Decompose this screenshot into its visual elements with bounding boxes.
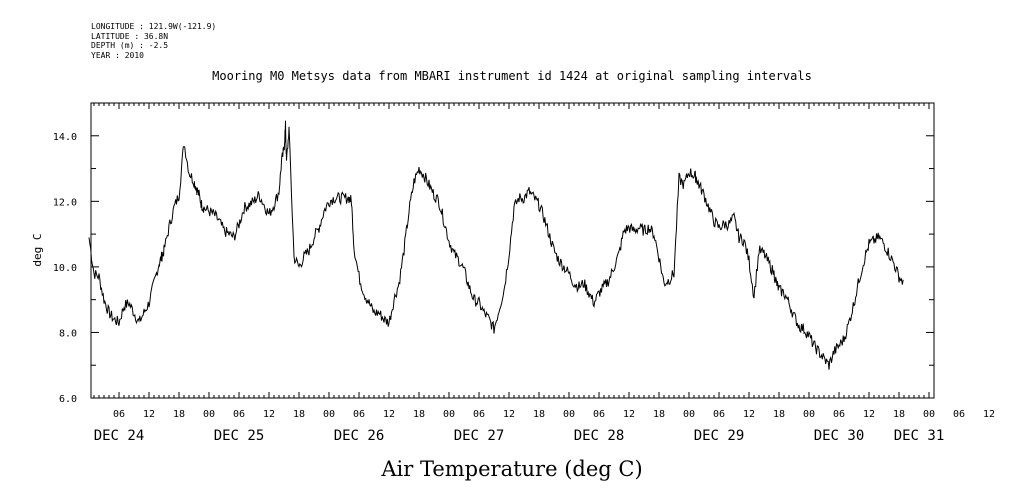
x-hour-label: 18 [533,409,545,420]
y-tick-labels: 6.0 8.0 10.0 12.0 14.0 [53,132,77,405]
x-hour-tick-labels: 06 12 18 00 06 12 18 00 06 12 18 00 06 12 18 00 06 12 18 00… [113,409,995,420]
x-axis-title: Air Temperature (deg C) [380,457,642,481]
y-tick-label: 10.0 [53,263,77,274]
x-hour-label: 12 [263,409,275,420]
x-day-label: DEC 24 [94,428,145,444]
x-hour-label: 00 [563,409,575,420]
year-label: YEAR : 2010 [91,50,144,60]
x-hour-label: 00 [323,409,335,420]
x-hour-label: 12 [143,409,155,420]
x-day-label: DEC 29 [694,428,745,444]
chart-title: Mooring M0 Metsys data from MBARI instru… [212,69,812,83]
x-day-label: DEC 26 [334,428,385,444]
x-hour-label: 18 [773,409,785,420]
x-hour-label: 18 [653,409,665,420]
x-hour-label: 18 [173,409,185,420]
x-day-label: DEC 30 [814,428,865,444]
x-hour-label: 18 [413,409,425,420]
axis-ticks [91,102,935,399]
x-hour-label: 12 [983,409,995,420]
x-day-label: DEC 31 [894,428,945,444]
plot-frame [90,102,935,399]
x-day-label: DEC 27 [454,428,505,444]
air-temperature-line [88,120,904,370]
x-hour-label: 12 [503,409,515,420]
x-hour-label: 12 [383,409,395,420]
x-hour-label: 00 [803,409,815,420]
x-hour-label: 06 [353,409,365,420]
x-day-labels: DEC 24 DEC 25 DEC 26 DEC 27 DEC 28 DEC 29 DEC … [94,428,945,444]
x-day-label: DEC 25 [214,428,265,444]
x-hour-label: 06 [473,409,485,420]
y-tick-label: 6.0 [59,394,77,405]
x-hour-label: 06 [233,409,245,420]
y-tick-label: 12.0 [53,197,77,208]
latitude-label: LATITUDE : 36.8N [91,31,169,41]
mooring-metadata: LONGITUDE : 121.9W(-121.9) LATITUDE : 36… [91,22,216,60]
x-hour-label: 12 [623,409,635,420]
depth-label: DEPTH (m) : -2.5 [91,41,169,50]
x-day-label: DEC 28 [574,428,625,444]
x-hour-label: 18 [293,409,305,420]
y-tick-label: 14.0 [53,132,77,143]
x-hour-label: 00 [443,409,455,420]
x-hour-label: 00 [683,409,695,420]
x-hour-label: 06 [833,409,845,420]
x-hour-label: 06 [593,409,605,420]
y-axis-title: deg C [31,233,44,266]
x-hour-label: 18 [893,409,905,420]
x-hour-label: 06 [713,409,725,420]
x-hour-label: 12 [863,409,875,420]
x-hour-label: 06 [953,409,965,420]
x-hour-label: 00 [923,409,935,420]
x-hour-label: 00 [203,409,215,420]
longitude-label: LONGITUDE : 121.9W(-121.9) [91,22,217,31]
x-hour-label: 12 [743,409,755,420]
y-tick-label: 8.0 [59,328,77,339]
x-hour-label: 06 [113,409,125,420]
